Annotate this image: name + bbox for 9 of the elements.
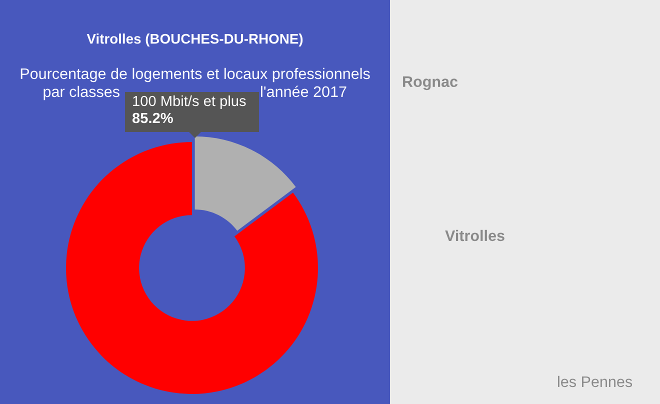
chart-subtitle: Pourcentage de logements et locaux professionnels [20,68,370,82]
data-label: 85.2% [132,112,173,124]
text: Rognac [403,76,458,90]
text: par classes [44,86,120,100]
slice-label: 100 Mbit/s et plus [133,95,246,110]
chart-title: Vitrolles (BOUCHES-DU-RHONE) [86,34,303,46]
text: Vitrolles [445,230,504,242]
text: les Pennes [558,376,632,388]
text: l'année 2017 [261,86,346,98]
